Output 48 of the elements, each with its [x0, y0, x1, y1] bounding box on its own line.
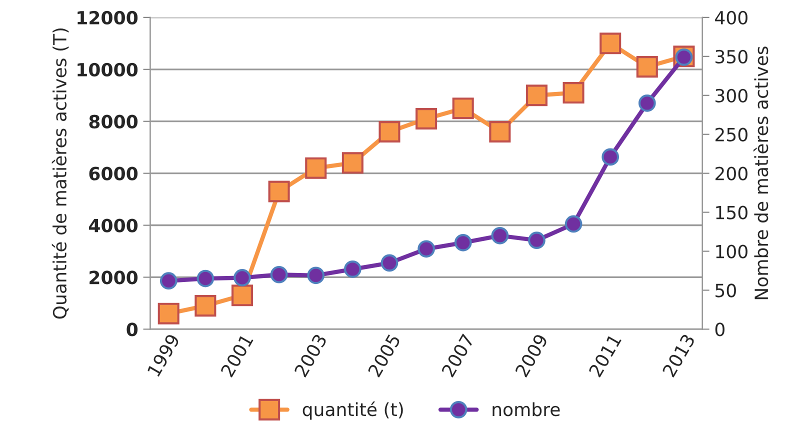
y2-tick-label: 0 — [715, 322, 724, 336]
point — [416, 108, 438, 130]
y2-tick-label: 300 — [716, 88, 748, 102]
point — [638, 94, 656, 112]
point — [344, 260, 362, 278]
y-tick-label: 6000 — [89, 166, 138, 180]
point — [160, 272, 178, 290]
point — [234, 269, 251, 286]
point — [489, 120, 511, 143]
y2-tick-label: 250 — [716, 128, 748, 142]
point — [158, 302, 180, 324]
point — [380, 254, 398, 272]
point — [418, 240, 435, 258]
y2-tick-label: 150 — [716, 206, 748, 220]
point — [454, 234, 472, 252]
y2-axis-title: Nombre de matières actives — [753, 46, 768, 300]
point — [307, 266, 325, 284]
point — [562, 82, 584, 104]
legend-label: nombre — [492, 402, 560, 416]
point — [305, 157, 327, 179]
point — [231, 284, 254, 306]
y2-tick-label: 400 — [715, 10, 748, 25]
point — [600, 32, 622, 54]
point — [270, 266, 288, 284]
point — [196, 270, 214, 288]
point — [268, 180, 290, 202]
y2-tick-label: 100 — [716, 244, 748, 258]
point — [602, 148, 620, 166]
point — [342, 152, 364, 174]
y-tick-label: 4000 — [88, 218, 138, 232]
point — [564, 215, 582, 233]
point — [526, 84, 548, 106]
y-tick-label: 12000 — [78, 10, 138, 25]
point — [378, 120, 400, 143]
y2-tick-label: 50 — [716, 284, 736, 298]
point — [491, 226, 509, 244]
legend-label: quantité (t) — [302, 402, 403, 420]
y2-tick-label: 200 — [716, 166, 748, 180]
y-tick-label: 2000 — [90, 270, 138, 284]
y-tick-label: 8000 — [89, 114, 138, 128]
point — [636, 56, 658, 78]
y2-tick-label: 350 — [716, 50, 748, 64]
y-tick-label: 10000 — [78, 62, 138, 77]
point — [452, 98, 474, 120]
y-tick-label: 0 — [126, 322, 138, 336]
point — [528, 232, 546, 250]
y-axis-title: Quantité de matières actives (T) — [52, 28, 69, 319]
point — [194, 295, 216, 317]
